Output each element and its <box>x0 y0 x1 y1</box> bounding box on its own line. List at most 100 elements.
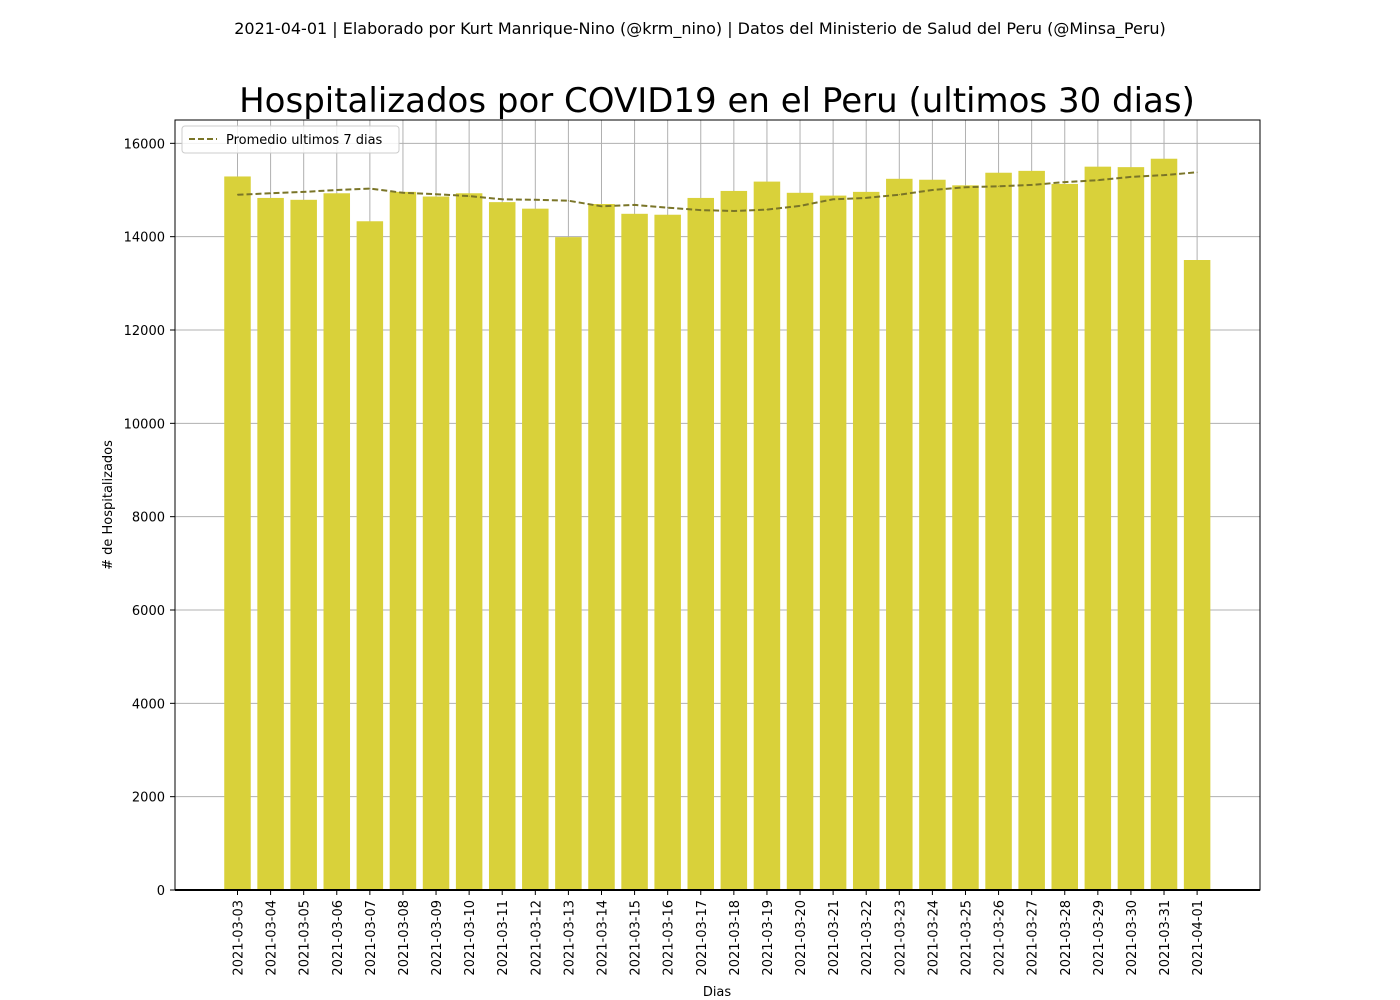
y-tick-label: 2000 <box>132 791 165 806</box>
line-point <box>998 185 1000 187</box>
x-tick-label: 2021-03-05 <box>298 900 313 976</box>
y-tick-label: 8000 <box>132 511 165 526</box>
x-tick-label: 2021-03-23 <box>893 900 908 976</box>
x-tick-label: 2021-03-04 <box>265 900 280 976</box>
x-tick-label: 2021-03-27 <box>1026 900 1041 976</box>
x-tick-label: 2021-03-11 <box>496 900 511 976</box>
line-point <box>600 205 602 207</box>
x-tick-label: 2021-03-15 <box>629 900 644 976</box>
bar <box>555 237 582 891</box>
bar <box>753 181 781 891</box>
bar-layer <box>224 158 1211 891</box>
x-tick-label: 2021-03-06 <box>331 900 346 976</box>
bar <box>257 197 284 890</box>
x-tick-label: 2021-03-19 <box>761 900 776 976</box>
x-tick-label: 2021-03-20 <box>794 900 809 976</box>
line-point <box>501 198 503 200</box>
x-tick-label: 2021-03-03 <box>232 900 247 976</box>
line-point <box>1196 171 1198 173</box>
y-tick-label: 10000 <box>124 417 165 432</box>
x-tick-label: 2021-03-26 <box>993 900 1008 976</box>
line-point <box>634 204 636 206</box>
bar <box>985 172 1012 890</box>
line-point <box>534 199 536 201</box>
y-tick-label: 4000 <box>132 697 165 712</box>
x-axis-label: Dias <box>703 985 732 1000</box>
x-tick-label: 2021-03-16 <box>662 900 677 976</box>
x-tick-label: 2021-03-10 <box>463 900 478 976</box>
line-point <box>336 189 338 191</box>
line-point <box>931 189 933 191</box>
bar <box>588 204 615 890</box>
bar <box>654 214 681 890</box>
bar <box>1150 158 1178 890</box>
bar <box>720 190 748 890</box>
series-line-average <box>237 171 1198 213</box>
bar <box>886 178 913 891</box>
x-tick-label: 2021-03-22 <box>860 900 875 976</box>
line-point <box>435 193 437 195</box>
bar <box>1084 166 1112 890</box>
bar <box>919 179 946 890</box>
bar <box>687 197 715 890</box>
bar <box>488 202 516 891</box>
bar <box>389 191 417 890</box>
y-axis-label: # de Hospitalizados <box>101 440 116 570</box>
line-point <box>402 192 404 194</box>
x-tick-label: 2021-03-30 <box>1125 900 1140 976</box>
line-point <box>468 195 470 197</box>
x-tick-label: 2021-03-07 <box>364 900 379 976</box>
line-point <box>567 200 569 202</box>
y-tick-label: 16000 <box>124 137 165 152</box>
x-tick-label: 2021-03-28 <box>1059 900 1074 976</box>
y-tick-label: 12000 <box>124 324 165 339</box>
y-tick-layer: 0 2000 4000 6000 8000 10000 12000 14000 16000 <box>124 137 175 899</box>
line-point <box>832 198 834 200</box>
chart-suptitle: 2021-04-01 | Elaborado por Kurt Manrique… <box>234 19 1166 39</box>
bar <box>323 193 351 890</box>
bar <box>1183 260 1211 890</box>
line-layer <box>237 171 1198 213</box>
x-tick-label: 2021-03-31 <box>1158 900 1173 976</box>
legend-label: Promedio ultimos 7 dias <box>226 133 383 148</box>
legend-box <box>181 125 400 154</box>
bar <box>852 191 880 890</box>
x-tick-label: 2021-03-29 <box>1092 900 1107 976</box>
line-point <box>1130 176 1132 178</box>
x-tick-label: 2021-03-14 <box>595 900 610 976</box>
line-point <box>898 194 900 196</box>
x-tick-label: 2021-03-25 <box>959 900 974 976</box>
line-point <box>700 209 702 211</box>
bar <box>224 176 251 890</box>
bar <box>786 192 814 891</box>
line-point <box>865 197 867 199</box>
line-point <box>667 207 669 209</box>
x-tick-label: 2021-03-13 <box>562 900 577 976</box>
bar <box>1018 170 1045 890</box>
bar <box>1051 183 1078 890</box>
line-point <box>1163 174 1165 176</box>
line-point <box>369 188 371 190</box>
line-point <box>799 205 801 207</box>
x-tick-label: 2021-03-17 <box>695 900 710 976</box>
x-tick-label: 2021-03-21 <box>827 900 842 976</box>
bar <box>1117 167 1145 891</box>
line-point <box>766 209 768 211</box>
x-tick-label: 2021-03-18 <box>728 900 743 976</box>
bar <box>356 221 384 890</box>
line-point <box>1097 179 1099 181</box>
chart-title: Hospitalizados por COVID19 en el Peru (u… <box>239 81 1195 121</box>
x-tick-label: 2021-03-12 <box>529 900 544 976</box>
bar <box>455 193 483 890</box>
bar <box>522 208 549 890</box>
x-tick-label: 2021-03-08 <box>397 900 412 976</box>
line-point <box>270 192 272 194</box>
legend: Promedio ultimos 7 dias <box>181 125 400 154</box>
x-tick-label: 2021-03-24 <box>926 900 941 976</box>
bar <box>422 196 450 891</box>
x-tick-label: 2021-03-09 <box>430 900 445 976</box>
x-tick-label: 2021-04-01 <box>1191 900 1206 976</box>
line-point <box>733 210 735 212</box>
